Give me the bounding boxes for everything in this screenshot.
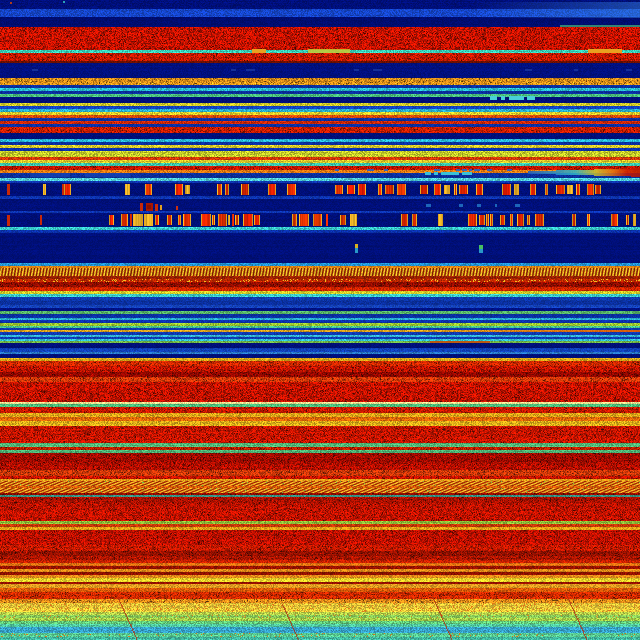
- spectrogram-heatmap: [0, 0, 640, 640]
- heatmap-canvas: [0, 0, 640, 640]
